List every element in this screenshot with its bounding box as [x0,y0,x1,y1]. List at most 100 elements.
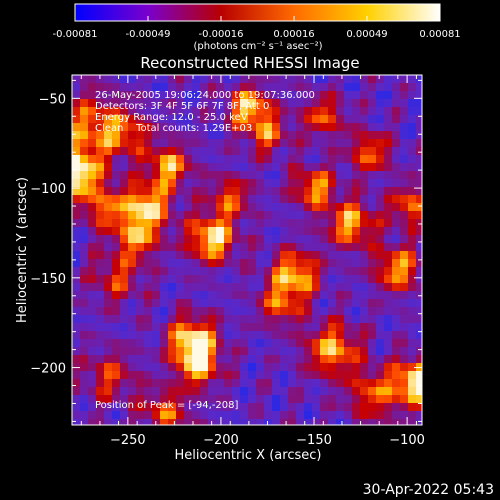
heatmap-cell [416,219,422,227]
heatmap-cell [384,203,392,211]
heatmap-cell [104,363,112,371]
heatmap-cell [168,387,176,395]
heatmap-cell [416,411,422,419]
heatmap-cell [304,83,312,91]
heatmap-cell [304,339,312,347]
heatmap-cell [336,363,344,371]
heatmap-cell [256,75,264,83]
heatmap-cell [264,315,272,323]
heatmap-cell [200,123,208,131]
heatmap-cell [232,83,240,91]
heatmap-cell [384,323,392,331]
heatmap-cell [288,155,296,163]
heatmap-cell [408,107,416,115]
heatmap-cell [256,179,264,187]
heatmap-cell [384,387,392,395]
heatmap-cell [144,331,152,339]
x-tick-label: −200 [203,433,239,448]
heatmap-cell [208,219,216,227]
heatmap-cell [320,371,328,379]
heatmap-cell [88,267,96,275]
heatmap-cell [304,291,312,299]
heatmap-cell [392,179,400,187]
heatmap-cell [384,291,392,299]
heatmap-cell [352,99,360,107]
heatmap-cell [96,139,104,147]
heatmap-cell [120,379,128,387]
heatmap-cell [120,179,128,187]
heatmap-cell [320,179,328,187]
heatmap-cell [352,371,360,379]
heatmap-cell [88,131,96,139]
heatmap-cell [280,75,288,83]
heatmap-cell [176,403,184,411]
heatmap-cell [128,363,136,371]
heatmap-cell [160,323,168,331]
heatmap-cell [416,275,422,283]
heatmap-cell [264,259,272,267]
heatmap-cell [192,211,200,219]
annotation-clean: Clean Total counts: 1.29E+03 [95,123,252,134]
heatmap-cell [208,115,216,123]
heatmap-cell [176,379,184,387]
heatmap-cell [216,371,224,379]
heatmap-cell [384,275,392,283]
heatmap-cell [328,75,336,83]
heatmap-cell [160,123,168,131]
heatmap-cell [304,379,312,387]
heatmap-cell [312,203,320,211]
heatmap-cell [72,91,80,99]
heatmap-cell [376,147,384,155]
heatmap-cell [400,355,408,363]
heatmap-cell [376,243,384,251]
heatmap-cell [152,323,160,331]
heatmap-cell [256,411,264,419]
heatmap-cell [168,275,176,283]
heatmap-cell [192,403,200,411]
heatmap-cell [304,259,312,267]
heatmap-cell [280,203,288,211]
heatmap-cell [360,419,368,425]
heatmap-cell [168,299,176,307]
heatmap-cell [72,299,80,307]
heatmap-cell [296,195,304,203]
heatmap-cell [232,131,240,139]
heatmap-cell [272,195,280,203]
heatmap-cell [104,347,112,355]
heatmap-cell [136,163,144,171]
heatmap-cell [344,355,352,363]
heatmap-cell [136,147,144,155]
heatmap-cell [296,403,304,411]
heatmap-cell [376,339,384,347]
heatmap-cell [384,219,392,227]
x-tick-label: −150 [296,433,332,448]
heatmap-cell [136,155,144,163]
heatmap-cell [416,283,422,291]
heatmap-cell [400,187,408,195]
heatmap-cell [176,123,184,131]
heatmap-cell [320,395,328,403]
heatmap-cell [224,411,232,419]
heatmap-cell [360,339,368,347]
heatmap-cell [328,339,336,347]
heatmap-cell [256,323,264,331]
heatmap-cell [128,395,136,403]
heatmap-cell [408,291,416,299]
heatmap-cell [352,187,360,195]
heatmap-cell [408,115,416,123]
heatmap-cell [176,411,184,419]
heatmap-cell [256,91,264,99]
heatmap-cell [192,267,200,275]
heatmap-cell [416,259,422,267]
heatmap-cell [400,123,408,131]
heatmap-cell [408,219,416,227]
heatmap-cell [360,211,368,219]
heatmap-cell [232,283,240,291]
heatmap-cell [264,91,272,99]
heatmap-cell [320,387,328,395]
heatmap-cell [408,403,416,411]
heatmap-cell [296,83,304,91]
heatmap-cell [248,307,256,315]
heatmap-cell [120,315,128,323]
heatmap-cell [264,355,272,363]
